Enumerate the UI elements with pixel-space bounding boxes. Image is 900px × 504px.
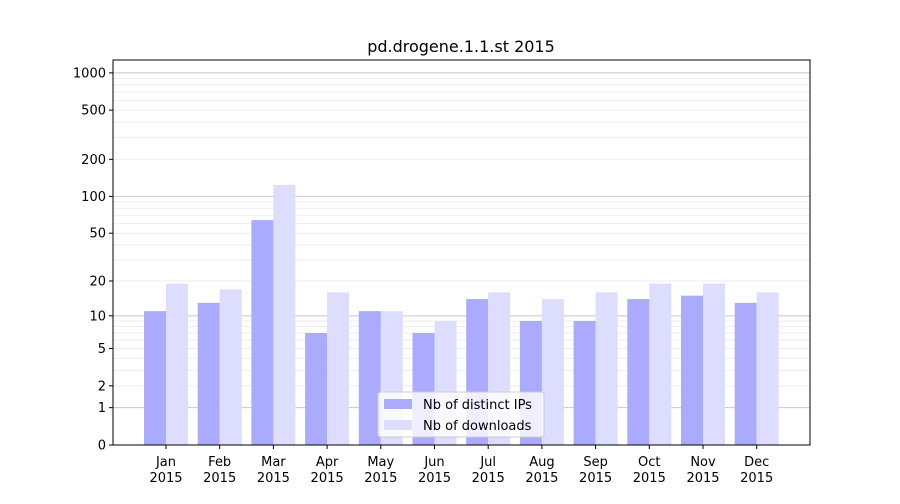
legend-label-downloads: Nb of downloads bbox=[423, 419, 532, 434]
y-tick-label: 10 bbox=[89, 309, 106, 324]
x-tick-label-month: Jun bbox=[423, 455, 444, 470]
bar-distinct-ips bbox=[358, 311, 381, 445]
x-tick-label-month: Jul bbox=[479, 455, 496, 470]
bar-distinct-ips bbox=[251, 220, 274, 445]
x-tick-label-month: Mar bbox=[261, 455, 286, 470]
x-tick-label-month: Sep bbox=[583, 455, 608, 470]
x-tick-label-year: 2015 bbox=[633, 471, 666, 486]
y-tick-label: 100 bbox=[81, 190, 106, 205]
legend-box bbox=[377, 391, 545, 438]
bar-distinct-ips bbox=[627, 299, 650, 445]
plot-frame bbox=[112, 59, 811, 446]
bar-downloads bbox=[327, 292, 350, 445]
bar-downloads bbox=[166, 283, 188, 445]
bar-distinct-ips bbox=[197, 302, 220, 445]
x-tick-label-month: May bbox=[367, 455, 394, 470]
x-tick-label-year: 2015 bbox=[740, 471, 773, 486]
bar-distinct-ips bbox=[144, 311, 166, 445]
bar-downloads bbox=[649, 283, 672, 445]
bar-downloads bbox=[703, 283, 725, 445]
x-tick-label-year: 2015 bbox=[364, 471, 397, 486]
y-axis: 0 1 2 5 10 20 50 100 200 500 1000 bbox=[73, 66, 113, 454]
legend: Nb of distinct IPs Nb of downloads bbox=[377, 391, 545, 438]
y-tick-label: 200 bbox=[81, 153, 106, 168]
bar-distinct-ips bbox=[573, 320, 596, 445]
x-tick-label-year: 2015 bbox=[579, 471, 612, 486]
x-tick-label-month: Oct bbox=[638, 455, 660, 470]
bars bbox=[144, 184, 779, 445]
y-tick-label: 1 bbox=[98, 401, 106, 416]
x-tick-label-month: Feb bbox=[208, 455, 231, 470]
x-tick-label-month: Aug bbox=[529, 455, 554, 470]
x-tick-label-year: 2015 bbox=[257, 471, 290, 486]
bar-distinct-ips bbox=[734, 302, 757, 445]
x-tick-label-year: 2015 bbox=[418, 471, 451, 486]
legend-label-ips: Nb of distinct IPs bbox=[423, 398, 532, 413]
x-tick-label-year: 2015 bbox=[472, 471, 505, 486]
bar-distinct-ips bbox=[681, 295, 703, 445]
bar-downloads bbox=[595, 292, 618, 445]
y-tick-label: 50 bbox=[89, 227, 106, 242]
x-tick-label-month: Nov bbox=[690, 455, 716, 470]
x-tick-label-month: Apr bbox=[316, 455, 339, 470]
x-tick-label-month: Dec bbox=[744, 455, 769, 470]
y-tick-label: 1000 bbox=[73, 66, 106, 81]
x-tick-label-year: 2015 bbox=[686, 471, 719, 486]
bar-downloads bbox=[541, 299, 564, 445]
legend-swatch-downloads bbox=[384, 420, 412, 430]
bar-downloads bbox=[273, 184, 296, 445]
x-axis: Jan2015Feb2015Mar2015Apr2015May2015Jun20… bbox=[149, 445, 773, 486]
x-tick-label-year: 2015 bbox=[203, 471, 236, 486]
bar-downloads bbox=[219, 289, 242, 445]
x-tick-label-year: 2015 bbox=[149, 471, 182, 486]
bar-downloads bbox=[756, 292, 779, 445]
y-tick-label: 2 bbox=[98, 379, 106, 394]
y-tick-label: 5 bbox=[98, 342, 106, 357]
y-tick-label: 0 bbox=[98, 439, 106, 454]
y-tick-label: 20 bbox=[89, 275, 106, 290]
bar-distinct-ips bbox=[305, 332, 328, 445]
y-tick-label: 500 bbox=[81, 104, 106, 119]
x-tick-label-year: 2015 bbox=[525, 471, 558, 486]
chart-title: pd.drogene.1.1.st 2015 bbox=[367, 37, 555, 56]
x-tick-label-year: 2015 bbox=[311, 471, 344, 486]
x-tick-label-month: Jan bbox=[155, 455, 176, 470]
legend-swatch-ips bbox=[384, 399, 412, 409]
